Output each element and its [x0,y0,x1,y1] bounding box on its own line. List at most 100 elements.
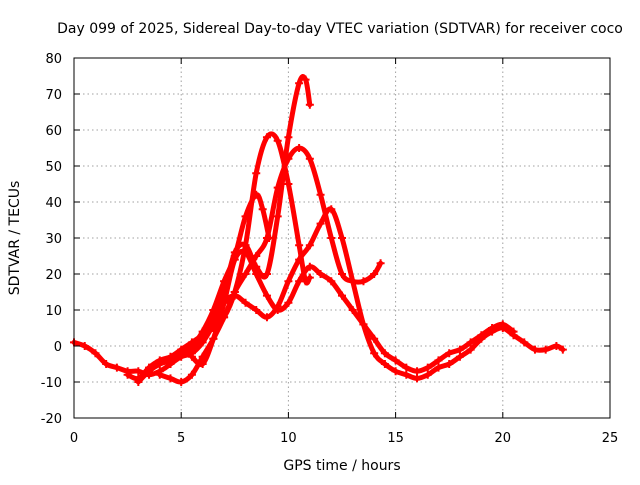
data-point-marker [305,100,314,109]
y-tick-label: -20 [41,412,62,427]
data-point-marker [220,298,229,307]
data-point-marker [338,270,346,278]
data-point-marker [301,75,310,84]
data-point-marker [509,327,518,336]
data-point-marker [241,270,250,278]
data-point-marker [445,360,454,368]
data-point-marker [391,356,400,365]
data-point-marker [177,352,186,361]
data-point-marker [380,360,389,368]
data-point-marker [552,342,561,350]
data-point-marker [177,378,186,386]
data-point-marker [284,180,293,188]
data-point-marker [338,291,346,300]
data-point-marker [498,320,507,329]
y-tick-label: 50 [45,160,62,175]
data-point-marker [455,352,464,361]
data-point-marker [376,259,385,268]
x-tick-label: 0 [70,431,78,446]
data-point-marker [252,169,261,178]
data-point-marker [327,205,336,214]
data-point-marker [305,262,314,271]
data-point-marker [134,378,143,386]
data-point-marker [380,349,389,358]
y-tick-label: 80 [45,52,62,67]
data-point-marker [423,370,432,379]
data-point-marker [262,291,271,300]
data-point-marker [187,338,196,347]
y-tick-label: 60 [45,124,62,139]
y-tick-label: 20 [45,268,62,283]
data-point-marker [166,360,175,368]
data-point-marker [252,270,261,278]
data-point-marker [262,313,271,322]
series-trace-6 [187,248,518,376]
y-tick-label: 70 [45,88,62,103]
data-point-marker [284,154,293,163]
x-tick-label: 10 [280,431,297,446]
data-series-group [70,73,567,386]
data-point-marker [520,338,529,347]
x-tick-label: 25 [602,431,619,446]
data-point-marker [209,334,218,343]
data-point-marker [230,291,239,300]
series-trace-1 [70,190,274,379]
y-tick-label: -10 [41,376,62,391]
data-point-marker [413,374,422,383]
data-point-marker [166,374,175,383]
data-point-marker [134,367,143,376]
data-point-marker [123,370,132,379]
data-point-marker [348,306,357,314]
data-point-marker [477,331,486,340]
data-point-marker [80,342,89,350]
data-point-marker [187,370,196,379]
data-point-marker [423,363,432,372]
data-point-marker [434,363,443,372]
data-point-marker [155,360,164,368]
series-line [168,206,566,381]
data-point-marker [262,133,271,142]
x-tick-label: 5 [177,431,185,446]
data-point-marker [541,345,550,354]
y-tick-label: 30 [45,232,62,247]
data-point-marker [155,370,164,379]
data-point-marker [91,349,100,358]
data-point-marker [295,144,304,152]
data-point-marker [295,79,304,88]
data-point-marker [488,324,497,332]
y-tick-label: 40 [45,196,62,211]
data-point-marker [455,345,464,354]
data-point-marker [241,241,250,250]
data-point-marker [305,154,314,163]
y-tick-label: 0 [54,340,62,355]
data-point-marker [530,345,539,354]
data-point-marker [434,356,443,365]
data-point-marker [295,241,304,250]
data-point-marker [359,277,368,286]
data-point-marker [316,219,325,228]
data-point-marker [258,205,267,214]
data-point-marker [273,212,282,221]
data-point-marker [273,136,282,145]
data-point-marker [316,270,325,278]
data-point-marker [262,270,271,278]
data-point-marker [402,363,411,372]
data-point-marker [370,349,379,358]
data-point-marker [370,334,379,343]
data-point-marker [252,252,261,260]
series-line [135,73,313,385]
data-point-marker [295,277,304,286]
data-point-marker [102,360,111,368]
data-point-marker [305,241,314,250]
data-point-marker [284,277,293,286]
data-point-marker [402,370,411,379]
data-point-marker [327,277,336,286]
series-line [157,145,384,385]
series-trace-3 [134,73,314,386]
data-point-marker [145,367,154,376]
y-tick-label: 10 [45,304,62,319]
data-point-marker [466,345,475,354]
data-point-marker [187,352,196,361]
data-point-marker [284,298,293,307]
